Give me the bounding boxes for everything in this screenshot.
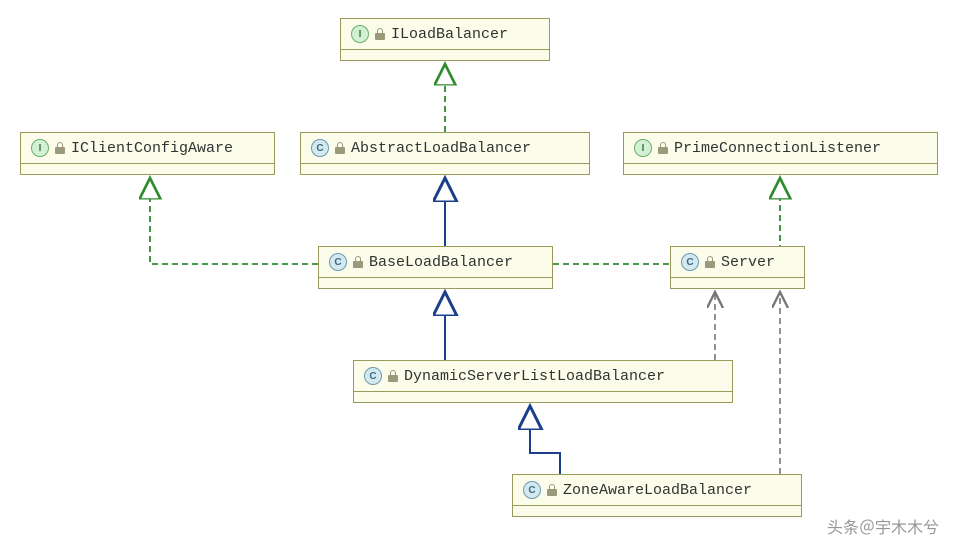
node-name: ZoneAwareLoadBalancer: [563, 482, 752, 499]
lock-icon: [547, 484, 557, 496]
node-header: C ZoneAwareLoadBalancer: [513, 475, 801, 506]
node-body: [301, 164, 589, 174]
uml-node-iloadbalancer: I ILoadBalancer: [340, 18, 550, 61]
lock-icon: [375, 28, 385, 40]
lock-icon: [705, 256, 715, 268]
uml-node-primeconn: I PrimeConnectionListener: [623, 132, 938, 175]
node-body: [319, 278, 552, 288]
interface-icon: I: [351, 25, 369, 43]
node-header: C DynamicServerListLoadBalancer: [354, 361, 732, 392]
node-name: BaseLoadBalancer: [369, 254, 513, 271]
node-body: [671, 278, 804, 288]
interface-icon: I: [31, 139, 49, 157]
edge-baselb-iclientconfig: [150, 178, 318, 264]
node-name: PrimeConnectionListener: [674, 140, 881, 157]
lock-icon: [353, 256, 363, 268]
edge-zonelb-dynamiclb: [530, 406, 560, 474]
uml-node-baselb: C BaseLoadBalancer: [318, 246, 553, 289]
node-name: ILoadBalancer: [391, 26, 508, 43]
node-header: C Server: [671, 247, 804, 278]
class-icon: C: [523, 481, 541, 499]
node-body: [341, 50, 549, 60]
node-name: Server: [721, 254, 775, 271]
node-body: [624, 164, 937, 174]
class-icon: C: [681, 253, 699, 271]
node-header: I IClientConfigAware: [21, 133, 274, 164]
node-header: I PrimeConnectionListener: [624, 133, 937, 164]
watermark-text: 头条＠宇木木兮: [827, 514, 939, 538]
uml-node-dynamiclb: C DynamicServerListLoadBalancer: [353, 360, 733, 403]
node-name: DynamicServerListLoadBalancer: [404, 368, 665, 385]
interface-icon: I: [634, 139, 652, 157]
uml-node-zonelb: C ZoneAwareLoadBalancer: [512, 474, 802, 517]
lock-icon: [335, 142, 345, 154]
node-header: C BaseLoadBalancer: [319, 247, 552, 278]
node-header: I ILoadBalancer: [341, 19, 549, 50]
node-header: C AbstractLoadBalancer: [301, 133, 589, 164]
lock-icon: [388, 370, 398, 382]
lock-icon: [658, 142, 668, 154]
node-name: IClientConfigAware: [71, 140, 233, 157]
class-icon: C: [311, 139, 329, 157]
class-icon: C: [364, 367, 382, 385]
node-body: [513, 506, 801, 516]
uml-node-server: C Server: [670, 246, 805, 289]
uml-node-iclientconfig: I IClientConfigAware: [20, 132, 275, 175]
node-body: [354, 392, 732, 402]
uml-node-abstractlb: C AbstractLoadBalancer: [300, 132, 590, 175]
lock-icon: [55, 142, 65, 154]
node-name: AbstractLoadBalancer: [351, 140, 531, 157]
class-icon: C: [329, 253, 347, 271]
node-body: [21, 164, 274, 174]
